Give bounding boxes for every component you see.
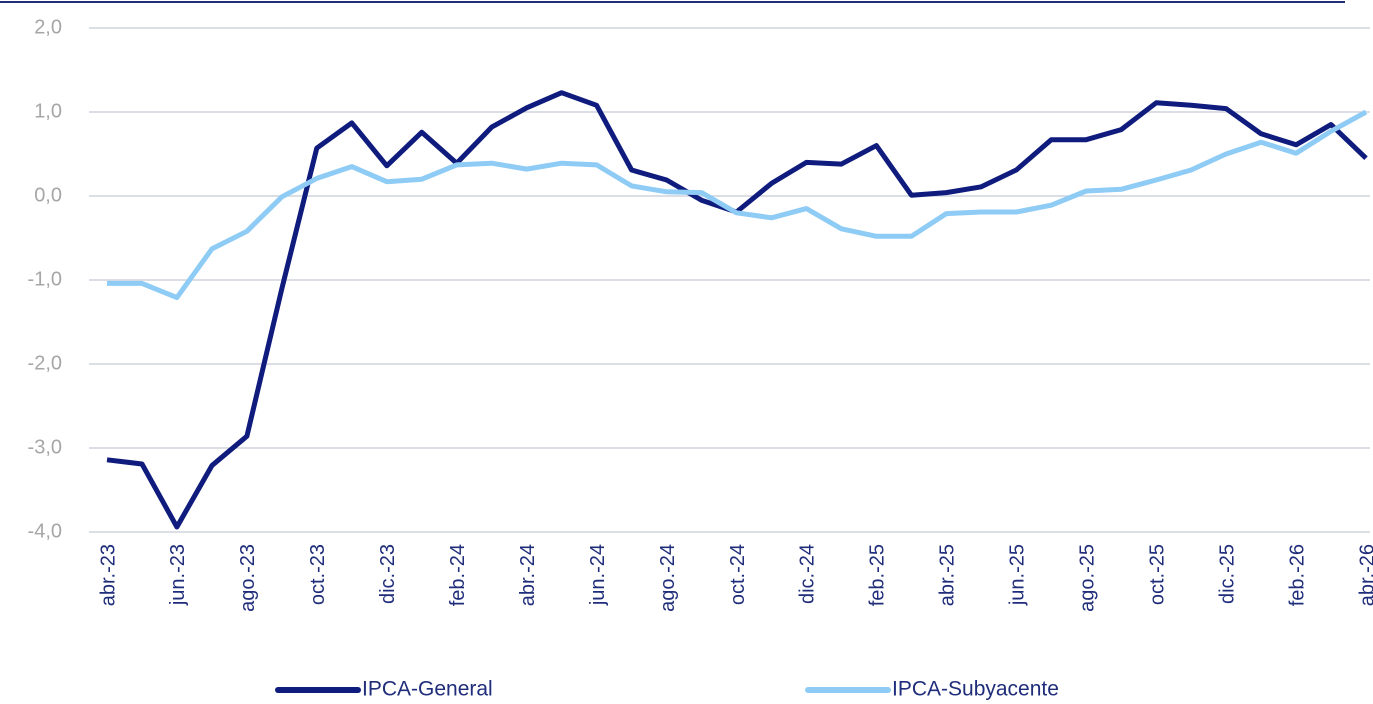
y-tick-label: -3,0 [28, 436, 62, 458]
x-tick-label: oct.-24 [727, 544, 749, 605]
x-tick-label: feb.-25 [867, 544, 889, 606]
x-tick-label: feb.-24 [447, 544, 469, 606]
x-tick-label: abr.-25 [937, 544, 959, 606]
x-tick-label: jun.-23 [167, 544, 189, 606]
x-tick-label: ago.-25 [1077, 544, 1099, 612]
x-tick-label: ago.-23 [237, 544, 259, 612]
y-tick-label: -4,0 [28, 520, 62, 542]
x-tick-label: oct.-25 [1146, 544, 1168, 605]
x-tick-label: oct.-23 [307, 544, 329, 605]
x-tick-label: feb.-26 [1286, 544, 1308, 606]
x-tick-label: dic.-24 [797, 544, 819, 604]
x-tick-label: jun.-25 [1007, 544, 1029, 606]
x-tick-label: abr.-26 [1356, 544, 1373, 606]
x-tick-label: abr.-23 [97, 544, 119, 606]
x-tick-label: ago.-24 [657, 544, 679, 612]
y-tick-label: 2,0 [34, 16, 62, 38]
y-tick-label: 1,0 [34, 100, 62, 122]
x-tick-label: dic.-23 [377, 544, 399, 604]
x-tick-label: dic.-25 [1216, 544, 1238, 604]
y-tick-label: -2,0 [28, 352, 62, 374]
y-tick-label: -1,0 [28, 268, 62, 290]
x-tick-label: abr.-24 [517, 544, 539, 606]
series-line [107, 109, 1368, 301]
x-tick-label: jun.-24 [587, 544, 609, 606]
y-tick-label: 0,0 [34, 184, 62, 206]
legend-label: IPCA-General [362, 678, 493, 701]
legend-label: IPCA-Subyacente [892, 678, 1059, 701]
series-line [106, 90, 1368, 530]
